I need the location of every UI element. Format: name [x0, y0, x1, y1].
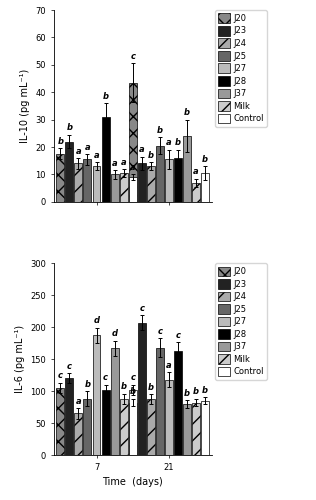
- Text: c: c: [175, 330, 180, 340]
- Bar: [56, 388, 64, 455]
- Bar: [120, 398, 128, 455]
- Text: b: b: [84, 380, 90, 389]
- Bar: [156, 146, 164, 202]
- Bar: [174, 352, 182, 455]
- Text: c: c: [103, 374, 108, 382]
- Text: a: a: [193, 167, 199, 176]
- Bar: [129, 390, 137, 455]
- Text: b: b: [202, 155, 208, 164]
- Bar: [93, 336, 100, 455]
- Text: a: a: [166, 360, 172, 370]
- Text: b: b: [157, 126, 163, 135]
- Text: b: b: [57, 137, 63, 146]
- Bar: [147, 166, 155, 202]
- Text: d: d: [112, 330, 118, 338]
- Bar: [192, 182, 200, 202]
- Bar: [129, 402, 137, 455]
- Text: b: b: [103, 92, 109, 101]
- Text: b: b: [148, 151, 154, 160]
- Text: c: c: [58, 372, 63, 380]
- Bar: [165, 160, 173, 202]
- Text: a: a: [121, 158, 126, 166]
- Bar: [111, 348, 118, 455]
- Bar: [201, 400, 209, 455]
- Bar: [183, 136, 191, 202]
- Text: c: c: [139, 304, 144, 312]
- Bar: [111, 174, 118, 202]
- Bar: [75, 164, 82, 202]
- Text: a: a: [166, 138, 172, 147]
- Text: b: b: [148, 383, 154, 392]
- Bar: [174, 158, 182, 202]
- Text: c: c: [130, 374, 135, 382]
- Y-axis label: IL-6 (pg mL⁻¹): IL-6 (pg mL⁻¹): [15, 325, 25, 393]
- Bar: [165, 380, 173, 455]
- Text: b: b: [184, 388, 190, 398]
- Text: b: b: [121, 382, 127, 392]
- X-axis label: Time  (days): Time (days): [102, 477, 163, 487]
- Y-axis label: IL-10 (pg mL⁻¹): IL-10 (pg mL⁻¹): [20, 69, 30, 143]
- Bar: [192, 402, 200, 455]
- Bar: [147, 400, 155, 455]
- Bar: [75, 414, 82, 455]
- Text: a: a: [112, 159, 118, 168]
- Bar: [101, 390, 110, 455]
- Bar: [129, 177, 137, 202]
- Bar: [129, 82, 137, 202]
- Bar: [156, 348, 164, 455]
- Bar: [93, 166, 100, 202]
- Legend: J20, J23, J24, J25, J27, J28, J37, Milk, Control: J20, J23, J24, J25, J27, J28, J37, Milk,…: [215, 263, 267, 380]
- Text: c: c: [157, 326, 162, 336]
- Text: a: a: [139, 146, 145, 154]
- Text: a: a: [76, 146, 81, 156]
- Bar: [83, 160, 91, 202]
- Text: a: a: [94, 151, 99, 160]
- Bar: [56, 154, 64, 202]
- Text: a: a: [85, 142, 90, 152]
- Bar: [138, 164, 146, 202]
- Text: b: b: [202, 386, 208, 394]
- Bar: [65, 142, 73, 202]
- Text: b: b: [184, 108, 190, 118]
- Text: a: a: [76, 397, 81, 406]
- Bar: [183, 404, 191, 455]
- Bar: [101, 117, 110, 202]
- Bar: [120, 173, 128, 202]
- Text: a: a: [130, 163, 136, 172]
- Text: b: b: [130, 388, 136, 396]
- Bar: [201, 173, 209, 202]
- Text: c: c: [130, 52, 135, 61]
- Text: c: c: [67, 362, 72, 371]
- Text: d: d: [94, 316, 100, 326]
- Bar: [138, 322, 146, 455]
- Text: b: b: [66, 124, 72, 132]
- Text: b: b: [175, 138, 181, 147]
- Bar: [83, 398, 91, 455]
- Text: b: b: [193, 388, 199, 396]
- Legend: J20, J23, J24, J25, J27, J28, J37, Milk, Control: J20, J23, J24, J25, J27, J28, J37, Milk,…: [215, 10, 267, 126]
- Bar: [65, 378, 73, 455]
